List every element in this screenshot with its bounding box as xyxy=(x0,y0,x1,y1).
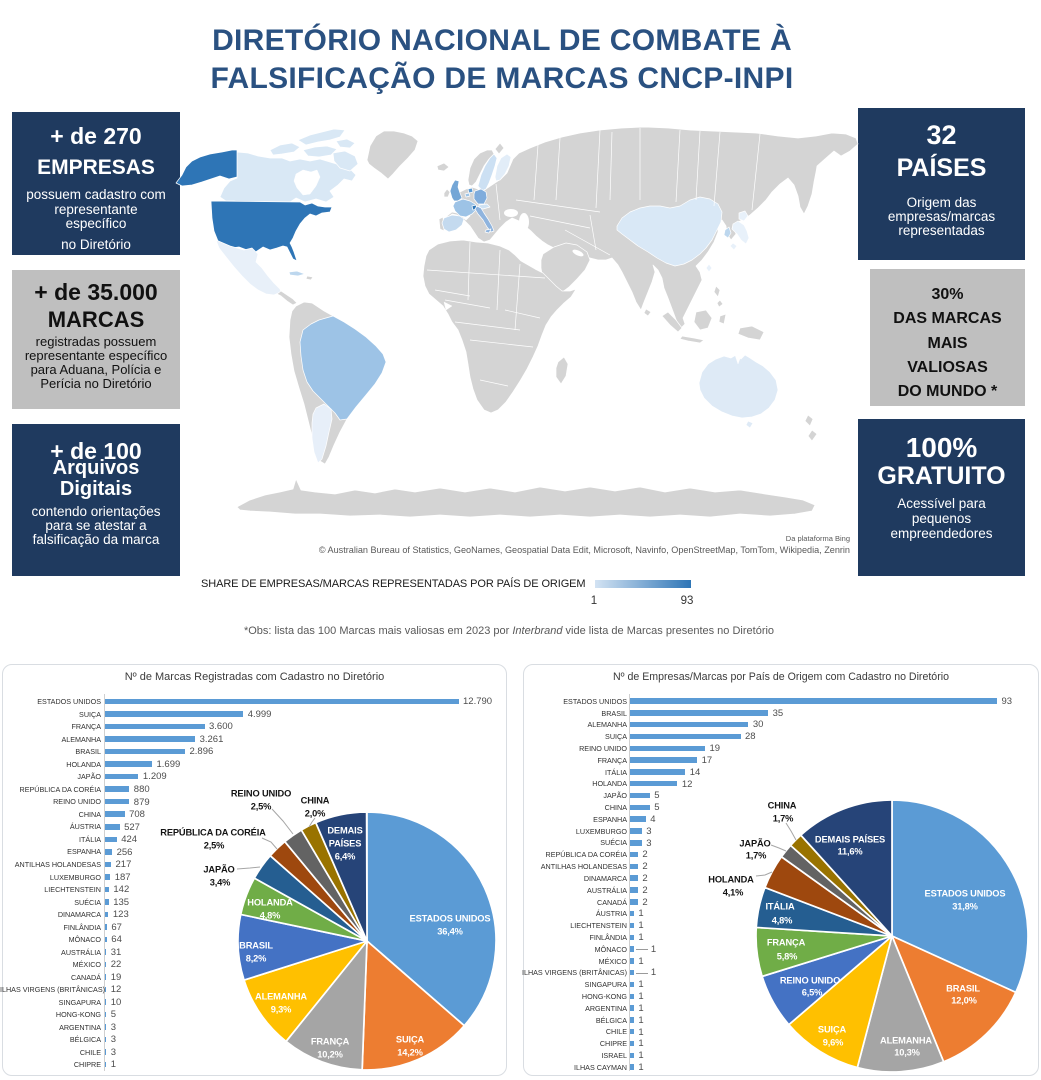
svg-text:JAPÃO: JAPÃO xyxy=(739,839,770,849)
svg-text:HOLANDA: HOLANDA xyxy=(708,875,754,885)
svg-text:ESTADOS UNIDOS: ESTADOS UNIDOS xyxy=(925,889,1006,899)
svg-text:4,8%: 4,8% xyxy=(772,916,793,926)
svg-text:36,4%: 36,4% xyxy=(437,927,463,937)
svg-text:SUIÇA: SUIÇA xyxy=(818,1025,847,1035)
svg-text:9,6%: 9,6% xyxy=(823,1038,844,1048)
svg-text:HOLANDA: HOLANDA xyxy=(247,898,293,908)
svg-text:10,3%: 10,3% xyxy=(894,1048,920,1058)
svg-text:1,7%: 1,7% xyxy=(746,851,767,861)
svg-text:CHINA: CHINA xyxy=(768,801,797,811)
svg-text:6,4%: 6,4% xyxy=(335,852,356,862)
svg-text:9,3%: 9,3% xyxy=(271,1005,292,1015)
svg-text:4,8%: 4,8% xyxy=(260,911,281,921)
svg-text:10,2%: 10,2% xyxy=(317,1050,343,1060)
svg-text:ALEMANHA: ALEMANHA xyxy=(255,992,307,1002)
svg-text:12,0%: 12,0% xyxy=(951,996,977,1006)
svg-text:5,8%: 5,8% xyxy=(777,952,798,962)
svg-text:ITÁLIA: ITÁLIA xyxy=(765,902,794,912)
svg-text:2,0%: 2,0% xyxy=(305,809,326,819)
svg-text:DEMAIS: DEMAIS xyxy=(327,826,362,836)
svg-text:FRANÇA: FRANÇA xyxy=(767,938,806,948)
svg-text:8,2%: 8,2% xyxy=(246,954,267,964)
svg-text:3,4%: 3,4% xyxy=(210,878,231,888)
svg-text:DEMAIS PAÍSES: DEMAIS PAÍSES xyxy=(815,835,885,845)
svg-text:2,5%: 2,5% xyxy=(204,841,225,851)
svg-text:PAÍSES: PAÍSES xyxy=(329,839,362,849)
svg-text:6,5%: 6,5% xyxy=(802,988,823,998)
svg-text:11,6%: 11,6% xyxy=(837,847,863,857)
svg-text:BRASIL: BRASIL xyxy=(239,941,273,951)
svg-text:4,1%: 4,1% xyxy=(723,888,744,898)
svg-text:CHINA: CHINA xyxy=(301,796,330,806)
svg-text:REINO UNIDO: REINO UNIDO xyxy=(780,976,840,986)
svg-text:FRANÇA: FRANÇA xyxy=(311,1037,350,1047)
svg-text:REINO UNIDO: REINO UNIDO xyxy=(231,789,291,799)
svg-text:ESTADOS UNIDOS: ESTADOS UNIDOS xyxy=(410,914,491,924)
svg-text:ALEMANHA: ALEMANHA xyxy=(880,1036,932,1046)
svg-text:SUIÇA: SUIÇA xyxy=(396,1035,425,1045)
svg-text:JAPÃO: JAPÃO xyxy=(203,865,234,875)
svg-text:BRASIL: BRASIL xyxy=(946,984,980,994)
svg-text:31,8%: 31,8% xyxy=(952,902,978,912)
svg-text:1,7%: 1,7% xyxy=(773,814,794,824)
svg-text:2,5%: 2,5% xyxy=(251,802,272,812)
svg-text:14,2%: 14,2% xyxy=(397,1048,423,1058)
svg-text:REPÚBLICA DA CORÉIA: REPÚBLICA DA CORÉIA xyxy=(160,827,266,838)
